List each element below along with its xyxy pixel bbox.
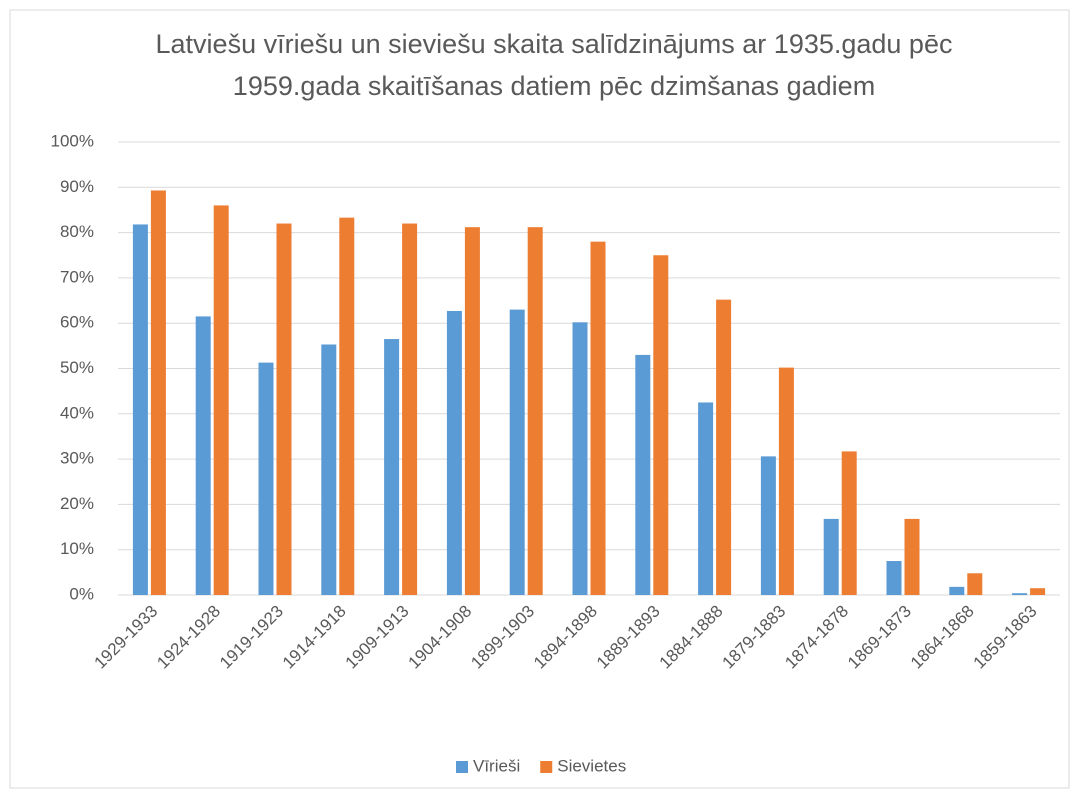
bar bbox=[464, 227, 480, 595]
legend-label: Sievietes bbox=[557, 756, 626, 775]
bar bbox=[572, 322, 588, 595]
bar bbox=[446, 310, 462, 595]
chart-title: 1959.gada skaitīšanas datiem pēc dzimšan… bbox=[233, 71, 875, 101]
bar bbox=[967, 573, 983, 595]
y-tick-label: 100% bbox=[51, 131, 94, 150]
y-tick-label: 40% bbox=[60, 403, 94, 422]
bar bbox=[778, 367, 794, 595]
bar bbox=[150, 190, 166, 595]
bar bbox=[402, 223, 418, 596]
y-tick-label: 80% bbox=[60, 222, 94, 241]
bar bbox=[949, 586, 965, 595]
y-tick-label: 0% bbox=[69, 584, 94, 603]
bar bbox=[698, 402, 714, 595]
bar bbox=[590, 241, 606, 595]
chart-title: Latviešu vīriešu un sieviešu skaita salī… bbox=[156, 29, 953, 59]
y-tick-label: 60% bbox=[60, 313, 94, 332]
legend-swatch bbox=[456, 761, 468, 773]
bar bbox=[653, 255, 669, 595]
y-tick-label: 50% bbox=[60, 358, 94, 377]
bar bbox=[635, 354, 651, 595]
y-tick-label: 30% bbox=[60, 449, 94, 468]
y-tick-label: 20% bbox=[60, 494, 94, 513]
bar bbox=[509, 309, 525, 595]
bar bbox=[321, 344, 337, 595]
y-tick-label: 90% bbox=[60, 177, 94, 196]
y-tick-label: 10% bbox=[60, 539, 94, 558]
bar bbox=[195, 316, 211, 595]
bar bbox=[132, 224, 148, 596]
bar bbox=[276, 223, 292, 596]
bar bbox=[760, 456, 776, 595]
bar bbox=[1030, 588, 1046, 595]
bar bbox=[384, 339, 400, 595]
legend-label: Vīrieši bbox=[473, 756, 520, 775]
bar bbox=[339, 217, 355, 595]
bar bbox=[904, 518, 920, 595]
bar bbox=[258, 362, 274, 595]
y-tick-label: 70% bbox=[60, 267, 94, 286]
bar bbox=[716, 299, 732, 595]
bar bbox=[213, 205, 229, 596]
bar bbox=[841, 451, 857, 595]
bar bbox=[823, 518, 839, 595]
bar bbox=[886, 561, 902, 595]
legend-swatch bbox=[540, 761, 553, 773]
bar bbox=[1012, 593, 1028, 595]
bar bbox=[527, 227, 543, 595]
